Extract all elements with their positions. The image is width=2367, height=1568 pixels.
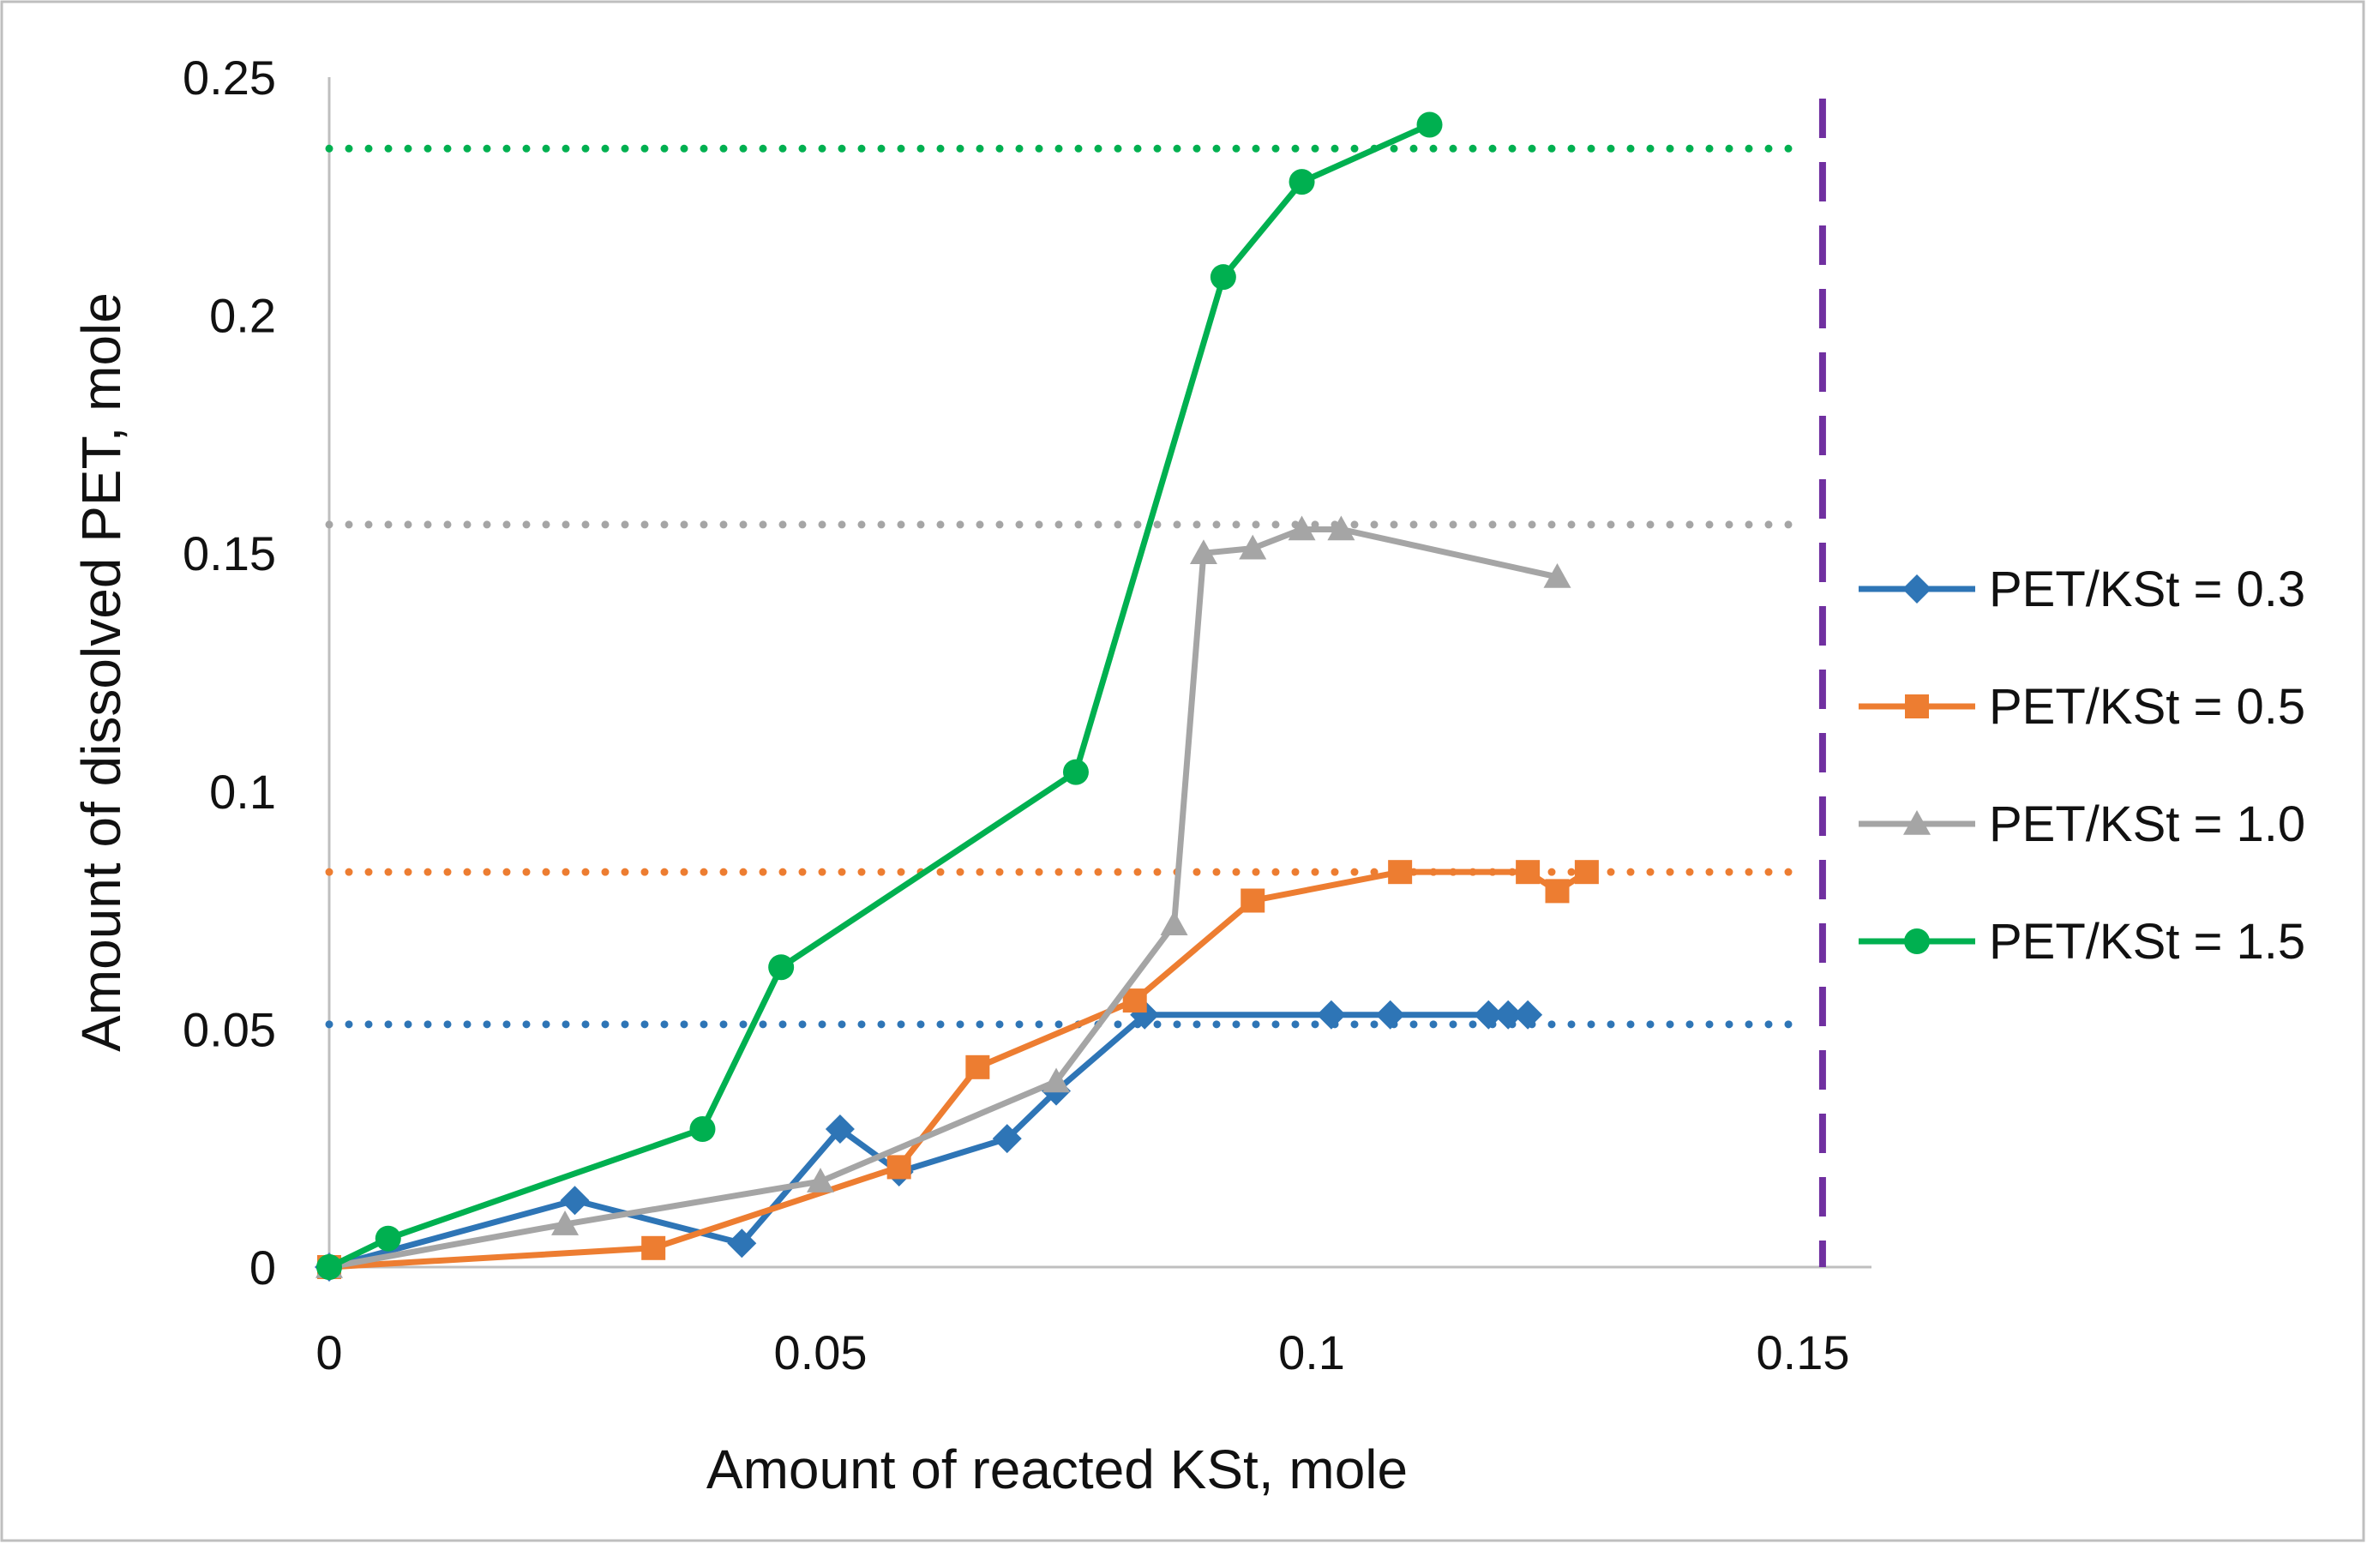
data-point: [551, 1211, 580, 1235]
y-tick-label: 0.15: [183, 526, 276, 580]
legend: PET/KSt = 0.3 PET/KSt = 0.5 PET/KSt = 1.0 P…: [1859, 562, 2305, 970]
data-point: [316, 1254, 342, 1280]
data-point: [1543, 562, 1571, 588]
y-tick-label: 0.05: [183, 1002, 276, 1056]
data-point: [1545, 879, 1570, 904]
data-point: [1210, 264, 1236, 291]
y-tick-label: 0.1: [209, 765, 276, 819]
x-tick-label: 0: [315, 1325, 342, 1379]
legend-label: PET/KSt = 0.3: [1989, 562, 2305, 617]
series-line-4: [327, 122, 1431, 1271]
data-point: [1042, 1067, 1071, 1093]
data-point: [375, 1225, 401, 1252]
data-point: [1189, 539, 1217, 564]
data-point: [1474, 1000, 1504, 1030]
data-point: [1327, 515, 1355, 541]
data-point: [689, 1115, 716, 1142]
data-point: [1493, 1000, 1523, 1030]
data-point: [1288, 515, 1316, 541]
legend-marker: [1903, 810, 1931, 835]
legend-label: PET/KSt = 1.0: [1989, 796, 2305, 852]
series-layer: [315, 111, 1599, 1282]
x-tick-label: 0.1: [1278, 1325, 1345, 1379]
data-point: [1375, 1000, 1405, 1030]
x-tick-label: 0.05: [774, 1325, 868, 1379]
series-line-2: [328, 868, 1589, 1271]
x-axis-title: Amount of reacted KSt, mole: [706, 1439, 1408, 1500]
legend-marker: [1902, 574, 1931, 604]
legend-marker: [1905, 694, 1929, 718]
data-point: [1289, 169, 1315, 195]
y-tick-label: 0: [249, 1241, 276, 1295]
data-point: [1239, 534, 1267, 560]
legend-item: PET/KSt = 0.5: [1859, 679, 2305, 735]
legend-marker: [1904, 928, 1930, 954]
y-axis-title: Amount of dissolved PET, mole: [70, 292, 132, 1052]
series-line-3: [328, 526, 1559, 1271]
data-point: [1122, 988, 1147, 1013]
y-tick-label: 0.2: [209, 289, 276, 343]
legend-label: PET/KSt = 0.5: [1989, 679, 2305, 735]
data-point: [1160, 910, 1188, 936]
legend-item: PET/KSt = 0.3: [1859, 562, 2305, 617]
y-tick-labels: 0 0.05 0.1 0.15 0.2 0.25: [183, 51, 276, 1295]
data-point: [641, 1235, 666, 1260]
data-point: [560, 1186, 590, 1216]
legend-label: PET/KSt = 1.5: [1989, 914, 2305, 970]
data-point: [1316, 1000, 1346, 1030]
legend-item: PET/KSt = 1.5: [1859, 914, 2305, 970]
data-point: [1388, 860, 1413, 885]
data-point: [886, 1155, 911, 1180]
data-point: [1416, 111, 1443, 138]
y-tick-label: 0.25: [183, 51, 276, 105]
series-4: [316, 111, 1443, 1280]
data-point: [1062, 759, 1089, 785]
data-point: [825, 1114, 855, 1144]
limit-lines-layer: [325, 144, 1796, 1029]
x-tick-label: 0.15: [1757, 1325, 1850, 1379]
data-point: [727, 1229, 757, 1259]
legend-item: PET/KSt = 1.0: [1859, 796, 2305, 852]
data-point: [1513, 1000, 1543, 1030]
data-point: [965, 1054, 990, 1079]
data-point: [1241, 888, 1265, 913]
data-point: [1516, 860, 1541, 885]
data-point: [1574, 860, 1599, 885]
x-tick-labels: 0 0.05 0.1 0.15: [315, 1325, 1849, 1379]
data-point: [992, 1124, 1022, 1154]
data-point: [768, 954, 795, 981]
data-point: [807, 1168, 834, 1193]
